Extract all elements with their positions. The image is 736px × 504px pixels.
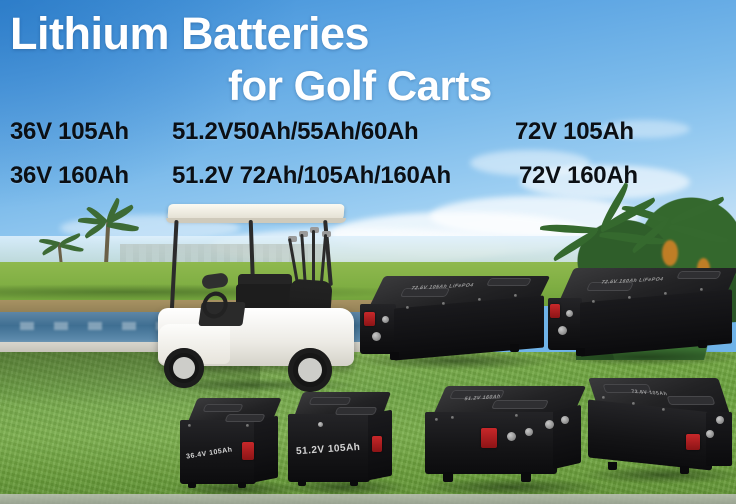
battery-bolt [478, 298, 481, 301]
golf-cart-rim [173, 357, 195, 379]
battery-bolt [451, 416, 454, 419]
spec-512v-group-1: 51.2V50Ah/55Ah/60Ah [172, 118, 419, 145]
battery-handle [486, 278, 532, 286]
battery-connector [545, 420, 554, 429]
battery-bolt [628, 296, 631, 299]
battery-indicator [318, 422, 323, 427]
battery-foot [350, 480, 358, 486]
battery-shadow [282, 478, 406, 496]
battery-bolt [700, 288, 703, 291]
battery-foot [510, 344, 519, 352]
battery-bolt [515, 414, 518, 417]
spec-72v-105ah: 72V 105Ah [515, 118, 634, 145]
golf-club [312, 230, 315, 284]
battery-negative-terminal [507, 432, 516, 441]
golf-club-head [299, 231, 308, 237]
spec-36v-105ah: 36V 105Ah [10, 118, 129, 145]
golf-cart-canopy-edge [165, 218, 347, 223]
battery-foot [443, 472, 453, 482]
battery-handle [334, 407, 378, 415]
spec-512v-group-2: 51.2V 72Ah/105Ah/160Ah [172, 162, 451, 189]
battery-handle [666, 396, 716, 405]
battery-positive-terminal [364, 312, 375, 326]
battery-bolt [662, 408, 665, 411]
battery-connector [558, 326, 567, 335]
battery-handle [676, 271, 722, 279]
sky-gradient-overlay [0, 0, 300, 210]
battery-side-face [553, 404, 581, 470]
battery-foot [298, 480, 306, 486]
battery-product: 72.6V 160Ah LiFePO4 [542, 268, 736, 366]
battery-side-face [254, 415, 278, 483]
battery-product: 72.6V 105Ah LiFePO4 [354, 276, 560, 370]
palm-fruit [662, 240, 678, 266]
battery-product: 51.2V 105Ah [282, 392, 406, 496]
battery-foot [238, 482, 246, 488]
battery-foot [608, 462, 617, 470]
page-title-line-1: Lithium Batteries [10, 8, 370, 59]
battery-front-face [288, 414, 370, 482]
battery-positive-terminal [686, 434, 700, 450]
battery-positive-terminal [550, 304, 560, 318]
battery-bolt [592, 300, 595, 303]
battery-positive-terminal [372, 436, 382, 452]
golf-club [300, 233, 307, 285]
bottom-edge-strip [0, 494, 736, 504]
golf-cart-mirror [201, 272, 229, 290]
battery-connector [372, 332, 381, 341]
battery-foot [188, 482, 196, 488]
battery-negative-terminal [566, 310, 573, 317]
battery-handle [202, 404, 244, 412]
spec-row: 36V 105Ah 51.2V50Ah/55Ah/60Ah 72V 105Ah [0, 118, 736, 154]
battery-bolt [664, 292, 667, 295]
battery-connector [716, 416, 724, 424]
battery-foot [698, 340, 707, 348]
spec-list: 36V 105Ah 51.2V50Ah/55Ah/60Ah 72V 105Ah … [0, 118, 736, 202]
cloud [600, 120, 690, 138]
battery-shadow [174, 480, 300, 498]
battery-positive-terminal [481, 428, 497, 448]
battery-connector [525, 428, 533, 436]
battery-bolt [435, 418, 438, 421]
battery-negative-terminal [706, 430, 714, 438]
battery-bolt [188, 424, 191, 427]
battery-bolt [406, 306, 409, 309]
battery-bolt [246, 424, 249, 427]
golf-cart-rim [298, 358, 322, 382]
battery-bolt [442, 302, 445, 305]
battery-foot [576, 348, 585, 356]
battery-shadow [582, 466, 736, 484]
battery-foot [521, 472, 531, 482]
battery-handle [308, 397, 352, 405]
battery-negative-terminal [382, 316, 389, 323]
battery-handle [490, 400, 550, 409]
battery-product: 36.4V 105Ah [174, 398, 300, 498]
battery-foot [390, 352, 399, 360]
spec-row: 36V 160Ah 51.2V 72Ah/105Ah/160Ah 72V 160… [0, 162, 736, 198]
battery-product: 72.6V 105Ah [582, 378, 736, 484]
battery-handle [224, 414, 266, 422]
golf-cart [140, 196, 384, 392]
battery-bolt [632, 402, 635, 405]
page-title-line-2: for Golf Carts [228, 62, 492, 109]
battery-positive-terminal [242, 442, 254, 460]
battery-bolt [602, 396, 605, 399]
battery-connector [561, 416, 569, 424]
spec-72v-160ah: 72V 160Ah [519, 162, 638, 189]
battery-foot [680, 466, 689, 474]
battery-bolt [514, 294, 517, 297]
golf-cart-post [169, 219, 179, 319]
battery-shadow [419, 478, 605, 496]
battery-product: 51.2V 160Ah [419, 386, 605, 496]
spec-36v-160ah: 36V 160Ah [10, 162, 129, 189]
golf-club-head [288, 236, 297, 242]
